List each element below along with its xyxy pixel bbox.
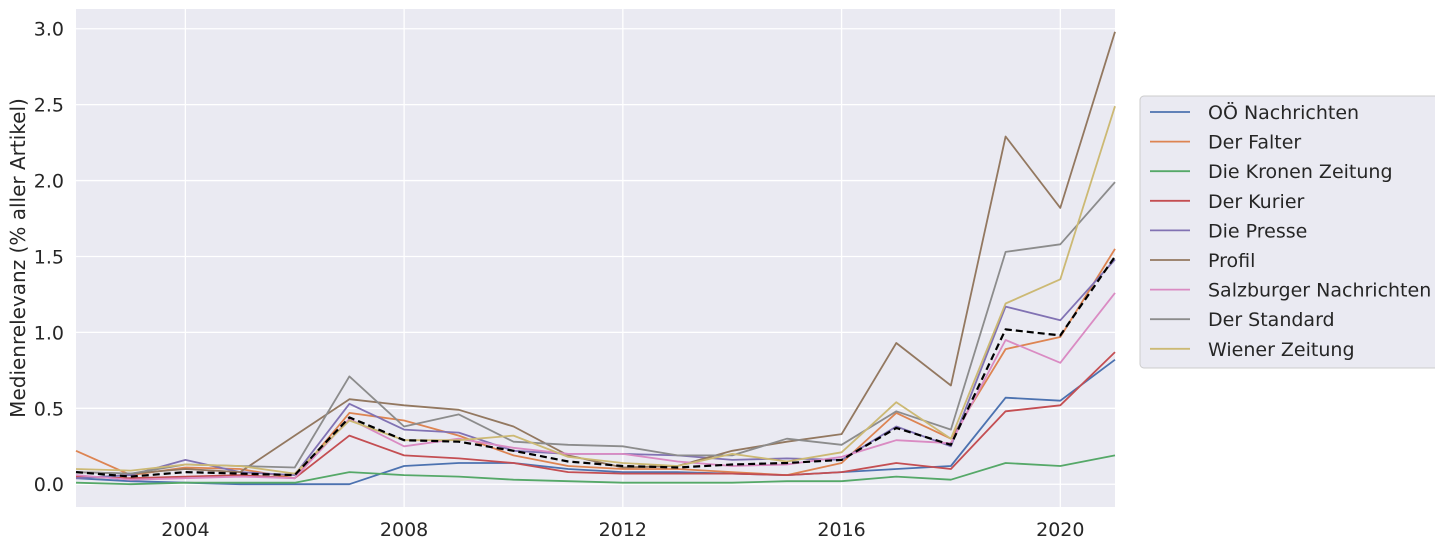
legend-entry: Der Standard — [1208, 309, 1335, 331]
average-series-line — [75, 255, 1116, 478]
y-tick-label: 0.5 — [34, 398, 64, 420]
x-tick-label: 2008 — [380, 519, 428, 541]
y-axis-label: Medienrelevanz (% aller Artikel) — [6, 98, 30, 418]
legend-entry: Wiener Zeitung — [1208, 339, 1355, 361]
legend-entry: Die Presse — [1208, 220, 1307, 242]
x-tick-label: 2004 — [161, 519, 209, 541]
y-tick-label: 2.0 — [34, 171, 64, 193]
legend-entry: Die Kronen Zeitung — [1208, 161, 1393, 183]
y-tick-labels: 0.0 0.5 1.0 1.5 2.0 2.5 3.0 — [34, 19, 64, 496]
x-tick-label: 2016 — [817, 519, 865, 541]
series-line-8 — [75, 105, 1116, 475]
x-tick-label: 2012 — [599, 519, 647, 541]
x-tick-labels: 2004 2008 2012 2016 2020 — [161, 519, 1084, 541]
legend-entry: Der Kurier — [1208, 191, 1305, 213]
series-line-3 — [75, 351, 1116, 480]
legend-entry: Profil — [1208, 250, 1255, 272]
y-tick-label: 1.5 — [34, 246, 64, 268]
series-lines — [75, 31, 1116, 486]
y-tick-label: 1.0 — [34, 322, 64, 344]
legend: OÖ Nachrichten Der Falter Die Kronen Zeitu… — [1139, 95, 1435, 369]
x-tick-label: 2020 — [1036, 519, 1084, 541]
legend-box — [1139, 95, 1435, 369]
series-line-1 — [75, 248, 1116, 480]
y-tick-label: 2.5 — [34, 95, 64, 117]
series-line-2 — [75, 454, 1116, 486]
y-tick-label: 0.0 — [34, 474, 64, 496]
legend-entry: OÖ Nachrichten — [1208, 101, 1359, 124]
plot-background — [76, 9, 1115, 507]
series-line-7 — [75, 181, 1116, 475]
legend-entry: Der Falter — [1208, 132, 1301, 154]
series-line-0 — [75, 358, 1116, 486]
legend-entry: Salzburger Nachrichten — [1208, 280, 1431, 302]
y-tick-label: 3.0 — [34, 19, 64, 41]
